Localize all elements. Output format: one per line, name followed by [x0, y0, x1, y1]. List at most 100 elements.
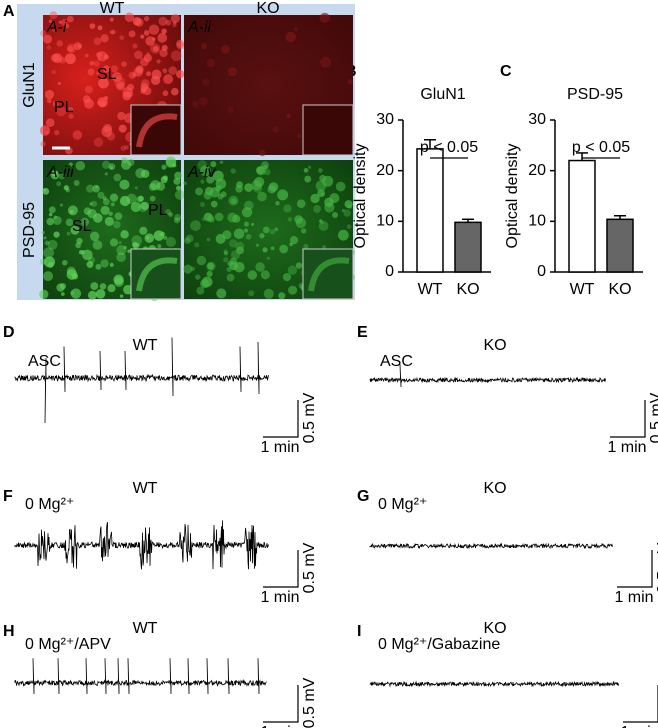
cell: [149, 195, 156, 202]
cell: [341, 209, 345, 213]
cell: [300, 228, 307, 234]
cell: [67, 205, 78, 216]
cell: [109, 17, 114, 22]
y-tick-label: 30: [376, 111, 394, 128]
cell: [49, 11, 58, 20]
cell: [62, 259, 68, 266]
cell: [46, 217, 54, 226]
trace: [369, 542, 613, 550]
cell: [343, 209, 351, 217]
scale-bar: [623, 685, 658, 723]
cell: [59, 203, 64, 207]
cell: [150, 43, 161, 54]
cell: [226, 273, 235, 282]
cell: [138, 195, 144, 202]
cell: [148, 24, 160, 35]
cell: [183, 181, 187, 186]
cell: [256, 165, 266, 176]
cell: [217, 193, 224, 200]
annotation: p < 0.05: [420, 139, 478, 156]
cell: [123, 245, 127, 250]
cell: [202, 25, 207, 30]
cell: [283, 204, 292, 213]
trace: [14, 658, 267, 695]
cell: [100, 205, 110, 216]
cell: [170, 13, 180, 24]
cell: [39, 289, 49, 299]
cell: [52, 215, 62, 226]
cell: [219, 160, 224, 164]
cell: [168, 66, 177, 75]
y-tick-label: 20: [528, 162, 546, 179]
cell: [117, 111, 126, 121]
row-label: GluN1: [21, 62, 38, 107]
cell: [48, 19, 53, 24]
cell: [143, 53, 152, 62]
trace: [369, 364, 606, 388]
cell: [92, 240, 103, 250]
cell: [259, 149, 266, 157]
cell: [45, 118, 55, 128]
cell: [51, 69, 56, 75]
trace-title: WT: [133, 480, 158, 497]
cell: [95, 289, 106, 299]
cell: [310, 193, 320, 204]
cell: [282, 272, 292, 282]
cell: [119, 195, 131, 207]
trace-condition: 0 Mg²⁺/Gabazine: [378, 636, 500, 653]
cell: [195, 187, 204, 196]
scale-label: 1 min: [260, 724, 299, 728]
cell: [170, 50, 182, 62]
cell: [156, 59, 161, 64]
cell: [128, 30, 136, 38]
cell: [72, 130, 83, 140]
cell: [337, 229, 349, 241]
cell: [109, 30, 113, 34]
cell: [44, 256, 56, 268]
cell: [230, 168, 236, 174]
cell: [140, 34, 145, 39]
cell: [128, 71, 136, 80]
cell: [185, 234, 194, 243]
cell: [111, 72, 122, 83]
cell: [289, 236, 299, 245]
cell: [48, 212, 53, 217]
cell: [47, 239, 58, 250]
cell: [120, 145, 126, 151]
scale-label: 0.5 mV: [301, 392, 318, 443]
cell: [64, 53, 76, 65]
x-tick-label: WT: [570, 281, 595, 298]
cell: [162, 68, 168, 74]
cell: [85, 184, 95, 193]
cell: [294, 215, 303, 224]
cell: [287, 265, 298, 275]
cell: [295, 262, 303, 269]
cell: [318, 168, 323, 173]
cell: [223, 257, 229, 263]
cell: [109, 193, 119, 202]
trace-title: KO: [483, 337, 506, 354]
cell: [308, 165, 312, 169]
cell: [63, 185, 69, 191]
cell: [206, 175, 215, 184]
cell: [278, 292, 286, 300]
panel-letter: A: [3, 3, 15, 20]
cell: [174, 213, 182, 221]
cell: [95, 263, 102, 270]
y-tick-label: 10: [376, 213, 394, 230]
cell: [104, 216, 114, 226]
cell: [253, 183, 263, 193]
cell: [110, 29, 116, 35]
cell: [157, 244, 162, 249]
chart-title: PSD-95: [567, 86, 623, 103]
cell: [135, 168, 146, 179]
cell: [93, 37, 102, 46]
cell: [126, 91, 134, 98]
cell: [210, 200, 218, 208]
scale-label: 1 min: [260, 589, 299, 606]
panel-letter: G: [357, 488, 369, 505]
cell: [101, 160, 111, 169]
cell: [132, 17, 142, 26]
cell: [293, 27, 298, 32]
